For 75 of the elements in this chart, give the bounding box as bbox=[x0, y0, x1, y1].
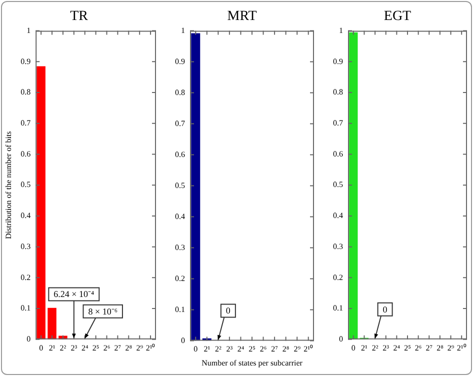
x-tick-label: 0 bbox=[39, 343, 44, 352]
y-tick-label: 0.9 bbox=[20, 56, 31, 66]
y-tick-label: 0.8 bbox=[175, 88, 185, 97]
x-tick-label: 2⁸ bbox=[125, 343, 132, 352]
y-tick-label: 1 bbox=[26, 26, 31, 35]
y-tick-label: 0 bbox=[26, 334, 31, 344]
y-tick-label: 1 bbox=[181, 26, 185, 35]
x-tick-label: 2² bbox=[60, 343, 67, 352]
x-tick-label: 2² bbox=[214, 344, 222, 354]
x-tick-label: 0 bbox=[351, 343, 356, 352]
y-tick-label: 0.4 bbox=[20, 211, 31, 220]
y-tick-label: 0.5 bbox=[175, 180, 185, 190]
y-tick-label: 0.8 bbox=[333, 88, 343, 97]
y-tick-label: 1 bbox=[339, 26, 343, 35]
annotation: 0 bbox=[382, 304, 388, 314]
chart-title: MRT bbox=[227, 9, 258, 24]
y-tick-label: 0.7 bbox=[333, 118, 343, 128]
y-tick-label: 0.8 bbox=[20, 88, 31, 97]
y-tick-label: 0.2 bbox=[20, 272, 31, 282]
x-tick-label: 2¹ bbox=[204, 344, 211, 354]
y-tick-label: 0.4 bbox=[175, 212, 185, 221]
y-tick-label: 0.1 bbox=[333, 304, 343, 313]
x-tick-label: 2¹ bbox=[48, 343, 56, 352]
annotation: 6.24 × 10⁻⁴ bbox=[54, 289, 94, 300]
x-tick-label: 2¹⁰ bbox=[304, 344, 314, 354]
x-tick-label: 0 bbox=[194, 344, 198, 354]
x-tick-label: 2³ bbox=[382, 343, 390, 352]
x-tick-label: 2⁵ bbox=[248, 344, 256, 354]
x-tick-label: 2² bbox=[372, 343, 379, 352]
chart-title: TR bbox=[70, 9, 89, 24]
x-tick-label: 2⁶ bbox=[260, 344, 267, 354]
y-tick-label: 0.2 bbox=[333, 272, 343, 282]
annotation: 8 × 10⁻⁶ bbox=[88, 306, 118, 316]
x-tick-label: 2⁷ bbox=[114, 343, 122, 352]
y-tick-label: 0 bbox=[181, 336, 185, 345]
x-tick-label: 2³ bbox=[70, 343, 78, 352]
y-tick-label: 0.5 bbox=[333, 180, 343, 190]
annotation: 0 bbox=[226, 306, 231, 316]
y-tick-label: 0.3 bbox=[333, 242, 343, 251]
y-axis-title: Distribution of the number of bits bbox=[4, 131, 13, 239]
x-tick-label: 2⁶ bbox=[103, 343, 110, 352]
y-tick-label: 0.2 bbox=[175, 274, 185, 283]
x-tick-label: 2⁷ bbox=[271, 344, 278, 354]
x-tick-label: 2⁴ bbox=[393, 343, 400, 352]
y-tick-label: 0.7 bbox=[175, 118, 185, 128]
y-tick-label: 0.6 bbox=[175, 150, 185, 159]
x-tick-label: 2⁵ bbox=[92, 343, 100, 352]
y-tick-label: 0.9 bbox=[175, 56, 185, 66]
x-tick-label: 2¹⁰ bbox=[456, 343, 466, 352]
x-tick-label: 2³ bbox=[226, 344, 234, 354]
y-tick-label: 0.7 bbox=[20, 118, 31, 128]
y-tick-label: 0.9 bbox=[333, 56, 343, 66]
x-axis-title: Number of states per subcarrier bbox=[202, 358, 303, 368]
x-tick-label: 2⁶ bbox=[414, 343, 422, 352]
x-tick-label: 2⁴ bbox=[81, 343, 88, 352]
y-tick-label: 0.1 bbox=[175, 304, 185, 314]
x-tick-label: 2⁹ bbox=[294, 344, 301, 354]
y-tick-label: 0.4 bbox=[333, 211, 343, 220]
x-tick-label: 2¹ bbox=[361, 343, 368, 352]
y-tick-label: 0.3 bbox=[20, 242, 31, 251]
x-tick-label: 2⁹ bbox=[136, 343, 144, 352]
chart-title: EGT bbox=[384, 9, 412, 24]
y-tick-label: 0.6 bbox=[20, 149, 31, 158]
x-tick-label: 2⁴ bbox=[237, 344, 244, 354]
x-tick-label: 2⁵ bbox=[404, 343, 412, 352]
y-tick-label: 0.5 bbox=[20, 180, 31, 190]
x-tick-label: 2⁸ bbox=[282, 344, 290, 354]
x-tick-label: 2⁸ bbox=[436, 343, 444, 352]
y-tick-label: 0.1 bbox=[20, 304, 31, 313]
x-tick-label: 2¹⁰ bbox=[146, 343, 156, 352]
x-tick-label: 2⁷ bbox=[426, 343, 433, 352]
y-tick-label: 0 bbox=[339, 334, 343, 344]
x-tick-label: 2⁹ bbox=[447, 343, 454, 352]
y-tick-label: 0.6 bbox=[333, 149, 343, 158]
y-tick-label: 0.3 bbox=[175, 242, 185, 252]
